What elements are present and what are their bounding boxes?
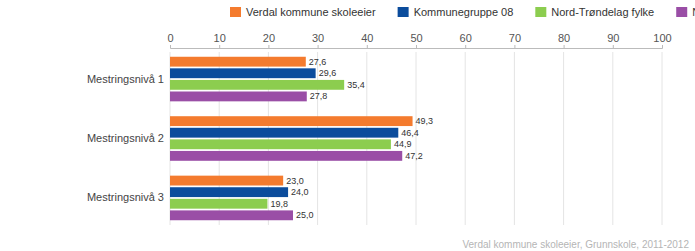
tick: 20 [263,32,275,48]
category-label: Mestringsnivå 2 [87,132,164,144]
tick-label: 100 [653,32,671,44]
legend-label: Nasjonalt [692,6,695,18]
category-label: Mestringsnivå 1 [87,73,164,85]
tick-label: 30 [312,32,324,44]
data-label: 47,2 [405,151,423,161]
legend-swatch [398,7,409,17]
tick-label: 50 [410,32,422,44]
bar [170,91,307,101]
tick-mark [465,45,466,48]
tick: 90 [607,32,619,48]
grid-line [563,52,564,225]
data-label: 44,9 [394,139,412,149]
tick-label: 40 [361,32,373,44]
tick-mark [416,45,417,48]
tick-label: 20 [263,32,275,44]
axis-line [171,45,663,49]
category-label: Mestringsnivå 3 [87,191,164,203]
data-label: 46,4 [401,128,419,138]
tick: 0 [167,32,173,48]
data-label: 27,8 [310,91,328,101]
grid-line [366,52,367,225]
bar [170,57,306,67]
tick: 10 [214,32,226,48]
x-axis: 0 10 20 30 40 50 60 70 80 90 100 [167,32,671,49]
tick-mark [170,45,171,48]
tick-label: 80 [558,32,570,44]
data-label: 19,8 [270,199,288,209]
tick-mark [613,45,614,48]
tick-mark [318,45,319,48]
bar [170,116,413,126]
tick-label: 10 [214,32,226,44]
tick: 80 [558,32,570,48]
bar [170,210,293,220]
source-note: Verdal kommune skoleeier, Grunnskole, 20… [462,239,689,250]
data-label: 49,3 [416,116,434,126]
tick-mark [367,45,368,48]
grid-line [662,52,663,225]
legend: Verdal kommune skoleeier Kommunegruppe 08… [230,6,695,18]
tick-mark [564,45,565,48]
bar [170,176,283,186]
tick: 70 [509,32,521,48]
grid-line [612,52,613,225]
y-axis: Mestringsnivå 1 Mestringsnivå 2 Mestringsn… [87,73,168,204]
grid-line [465,52,466,225]
data-labels: 27,6 49,3 23,0 29,6 46,4 24,0 35,4 44,9 19,8 27,8… [270,57,433,221]
data-label: 24,0 [291,187,309,197]
tick: 60 [460,32,472,48]
tick: 50 [410,32,422,48]
tick-mark [219,45,220,48]
tick-mark [268,45,269,48]
data-label: 27,6 [309,57,327,67]
bars [170,57,413,220]
grid [170,52,662,225]
legend-item: Nord-Trøndelag fylke [535,6,654,18]
tick-label: 60 [460,32,472,44]
bar [170,80,344,90]
legend-label: Kommunegruppe 08 [414,6,514,18]
tick: 40 [361,32,373,48]
legend-label: Nord-Trøndelag fylke [551,6,654,18]
data-label: 25,0 [296,210,314,220]
legend-item: Nasjonalt [676,6,695,18]
bar [170,151,402,161]
tick: 100 [653,32,671,48]
bar [170,128,398,138]
bar [170,199,267,209]
legend-label: Verdal kommune skoleeier [246,6,376,18]
legend-swatch [230,7,241,17]
tick: 30 [312,32,324,48]
grid-line [416,52,417,225]
legend-item: Kommunegruppe 08 [398,6,514,18]
chart: 0102030405060708090100Mestringsnivå 1Mes… [0,0,695,251]
bar [170,187,288,197]
tick-label: 0 [167,32,173,44]
legend-item: Verdal kommune skoleeier [230,6,376,18]
bar [170,139,391,149]
tick-label: 70 [509,32,521,44]
grid-line [514,52,515,225]
data-label: 35,4 [347,80,365,90]
legend-swatch [535,7,546,17]
bar [170,68,316,78]
legend-swatch [676,7,687,17]
category-tick: Mestringsnivå 1 [87,73,168,85]
category-tick: Mestringsnivå 2 [87,132,168,144]
data-label: 23,0 [286,176,304,186]
tick-mark [662,45,663,48]
data-label: 29,6 [319,68,337,78]
category-tick: Mestringsnivå 3 [87,191,168,203]
tick-label: 90 [607,32,619,44]
tick-mark [514,45,515,48]
